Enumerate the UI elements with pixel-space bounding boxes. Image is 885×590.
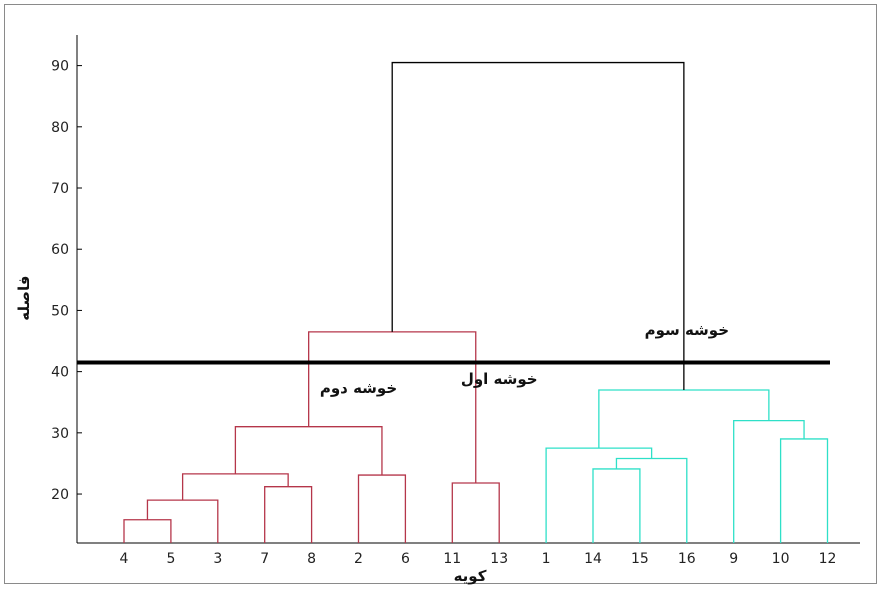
dendrogram-link (146, 499, 219, 543)
dendrogram-link (592, 468, 641, 543)
y-axis-title: فاصله (15, 276, 33, 321)
y-tick-label: 70 (51, 181, 69, 197)
x-tick-label: 9 (729, 551, 738, 567)
axes: 20 30 40 50 60 70 80 90 4 5 3 7 8 2 6 11 13 1 14 15 16 9 10 12 (51, 35, 860, 567)
dendrogram-link (234, 426, 383, 476)
dendrogram-link (598, 389, 770, 449)
x-tick-label: 4 (120, 551, 129, 567)
x-tick-label: 11 (443, 551, 461, 567)
x-tick-label: 10 (772, 551, 790, 567)
cluster-annotation: خوشه سوم (645, 321, 729, 339)
dendrogram-link (357, 474, 407, 543)
dendrogram-link (615, 457, 688, 543)
dendrogram-link (123, 519, 172, 543)
y-tick-label: 40 (51, 365, 69, 381)
dendrogram-link (308, 331, 477, 484)
x-axis-title: کویه (454, 567, 487, 585)
x-tick-label: 1 (542, 551, 551, 567)
x-tick-label: 5 (166, 551, 175, 567)
y-tick-label: 60 (51, 242, 69, 258)
x-tick-label: 8 (307, 551, 316, 567)
dendrogram-link (264, 486, 313, 543)
dendrogram-link (391, 61, 685, 390)
dendrogram-link (451, 482, 500, 543)
y-tick-label: 30 (51, 426, 69, 442)
x-tick-label: 13 (490, 551, 508, 567)
y-tick-label: 80 (51, 120, 69, 136)
x-tick-label: 15 (631, 551, 649, 567)
x-tick-label: 12 (819, 551, 837, 567)
x-tick-label: 3 (213, 551, 222, 567)
dendrogram-links (123, 61, 829, 543)
dendrogram-link (779, 438, 829, 543)
x-tick-label: 2 (354, 551, 363, 567)
y-tick-label: 90 (51, 59, 69, 75)
x-tick-label: 16 (678, 551, 696, 567)
x-tick-label: 7 (260, 551, 269, 567)
x-tick-label: 14 (584, 551, 602, 567)
y-tick-label: 20 (51, 487, 69, 503)
dendrogram-link (545, 447, 653, 543)
cluster-annotation: خوشه دوم (320, 379, 397, 397)
y-tick-label: 50 (51, 303, 69, 319)
cluster-annotation: خوشه اول (461, 370, 538, 388)
figure-frame: 20 30 40 50 60 70 80 90 4 5 3 7 8 2 6 11 13 1 14 15 16 9 10 12 … (4, 4, 877, 585)
dendrogram-link (181, 473, 289, 501)
cluster-annotations: خوشه اول خوشه دوم خوشه سوم (320, 321, 729, 397)
x-tick-label: 6 (401, 551, 410, 567)
